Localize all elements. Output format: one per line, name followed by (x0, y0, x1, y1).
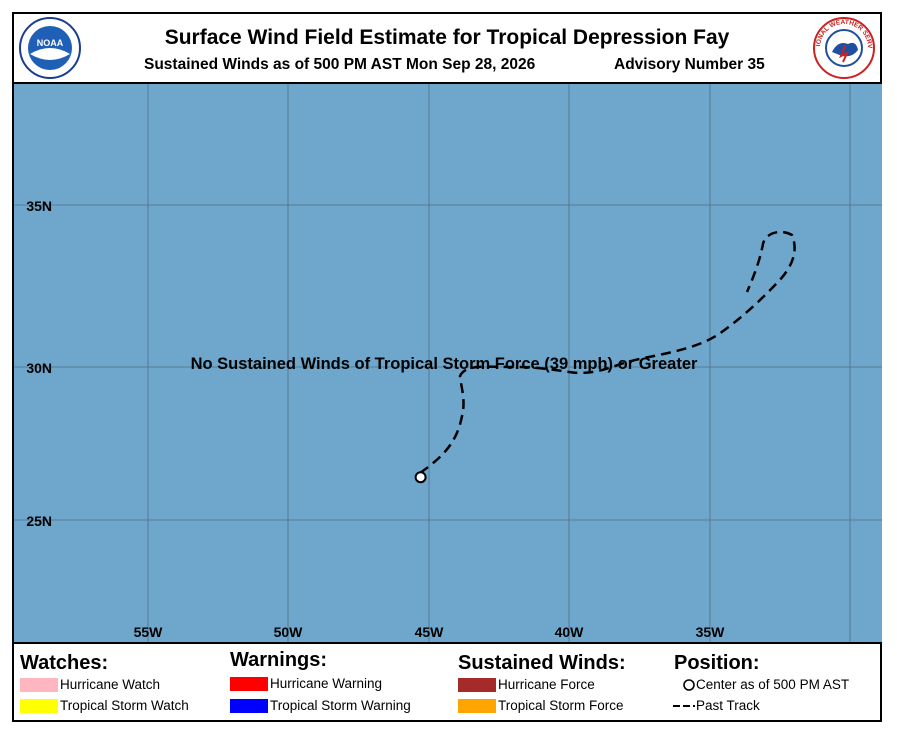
position-heading: Position: (674, 652, 760, 674)
ts-force-swatch (458, 698, 496, 713)
lat-labels: 35N 30N 25N (26, 198, 52, 529)
ts-force-label: Tropical Storm Force (498, 698, 624, 713)
map-area: No Sustained Winds of Tropical Storm For… (14, 82, 882, 644)
graticule (14, 84, 882, 642)
page-subtitle: Sustained Winds as of 500 PM AST Mon Sep… (144, 56, 536, 73)
no-winds-message: No Sustained Winds of Tropical Storm For… (191, 355, 698, 373)
ocean-background (14, 84, 882, 642)
legend-center: Center as of 500 PM AST (682, 677, 849, 692)
header: NOAA Surface Wind Field Estimate for Tro… (14, 14, 880, 82)
lon-label: 35W (696, 624, 726, 640)
lon-label: 50W (274, 624, 304, 640)
past-track-line (419, 230, 796, 475)
noaa-logo-text: NOAA (37, 38, 64, 48)
advisory-number: Advisory Number 35 (614, 56, 765, 73)
map-svg: No Sustained Winds of Tropical Storm For… (14, 84, 882, 642)
hurricane-force-label: Hurricane Force (498, 677, 595, 692)
lon-label: 55W (134, 624, 164, 640)
center-circle-icon (683, 678, 695, 691)
center-label: Center as of 500 PM AST (696, 677, 850, 692)
past-track-label: Past Track (696, 698, 760, 713)
legend-ts-force: Tropical Storm Force (458, 698, 624, 713)
ts-watch-swatch (20, 698, 58, 713)
lat-label: 25N (26, 513, 52, 529)
legend-ts-warning: Tropical Storm Warning (230, 698, 411, 713)
warnings-heading: Warnings: (230, 649, 328, 671)
hurricane-force-swatch (458, 677, 496, 692)
legend-ts-watch: Tropical Storm Watch (20, 698, 189, 713)
legend-hurricane-force: Hurricane Force (458, 677, 595, 692)
noaa-logo-icon: NOAA (19, 17, 81, 79)
legend-past-track: Past Track (672, 698, 760, 713)
lon-labels: 55W 50W 45W 40W 35W (134, 624, 726, 640)
lon-label: 40W (555, 624, 585, 640)
legend: Watches: Hurricane Watch Tropical Storm … (14, 644, 880, 720)
ts-warning-label: Tropical Storm Warning (270, 698, 411, 713)
winds-heading: Sustained Winds: (458, 652, 626, 674)
ts-watch-label: Tropical Storm Watch (60, 698, 189, 713)
legend-hurricane-watch: Hurricane Watch (20, 677, 160, 692)
storm-center-marker (414, 471, 427, 484)
hurricane-watch-label: Hurricane Watch (60, 677, 161, 692)
page-title: Surface Wind Field Estimate for Tropical… (164, 26, 730, 49)
lat-label: 30N (26, 360, 52, 376)
hurricane-warning-label: Hurricane Warning (270, 676, 383, 691)
past-track-dash-icon (673, 704, 695, 707)
hurricane-watch-swatch (20, 677, 58, 692)
nws-logo-icon: NATIONAL WEATHER SERVICE (812, 16, 875, 79)
ts-warning-swatch (230, 698, 268, 713)
lon-label: 45W (415, 624, 445, 640)
legend-hurricane-warning: Hurricane Warning (230, 676, 382, 691)
watches-heading: Watches: (20, 652, 109, 674)
lat-label: 35N (26, 198, 52, 214)
hurricane-warning-swatch (230, 676, 268, 691)
